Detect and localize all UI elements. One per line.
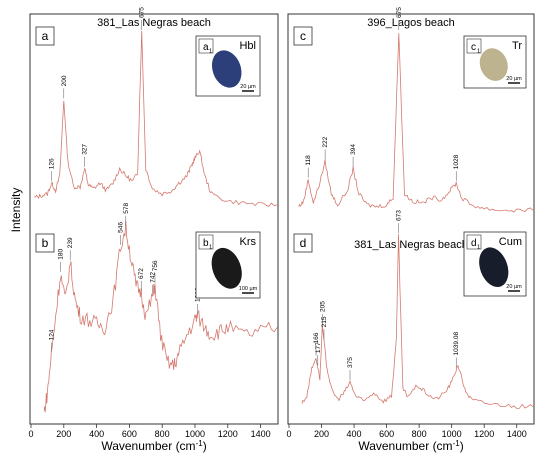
panel-d: d 381_Las Negras beach1661772052153756731…: [293, 210, 534, 409]
x-tick-label: 600: [379, 429, 394, 439]
peak-label: 180: [58, 249, 65, 260]
peak-label: 200: [61, 75, 68, 86]
inset-letter-sub: 1: [477, 49, 481, 55]
peak-label: 1028: [453, 154, 460, 169]
spectrum-line: [34, 30, 278, 207]
x-tick-label: 800: [412, 429, 427, 439]
mineral-grain-image: [211, 247, 242, 289]
x-tick-label: 400: [347, 429, 362, 439]
x-tick-label: 800: [155, 429, 170, 439]
scale-bar-label: 20 µm: [506, 76, 522, 82]
panel-letter-box: [35, 26, 55, 46]
inset-letter: b: [203, 238, 209, 249]
peak-label: 215: [321, 316, 328, 327]
inset-letter-box: [466, 38, 482, 54]
x-tick-label: 600: [122, 429, 137, 439]
peak-label: 672: [138, 268, 145, 279]
panel-title: 381_Las Negras beach: [354, 239, 468, 251]
mineral-abbrev: Krs: [240, 236, 257, 248]
inset-letter-box: [466, 234, 482, 250]
x-axis-label-left: Wavenumber (cm-1): [101, 439, 206, 453]
x-tick-label: 0: [28, 429, 33, 439]
mineral-abbrev: Cum: [499, 236, 522, 248]
x-tick-label: 1000: [442, 429, 462, 439]
x-tick-label: 200: [56, 429, 71, 439]
inset-letter-box: [198, 234, 214, 250]
panel-title: 396_Lagos beach: [367, 17, 454, 29]
inset-letter: d: [471, 238, 477, 249]
panel-title: 381_Las Negras beach: [97, 17, 211, 29]
peak-label: 673: [395, 210, 402, 221]
peak-label: 675: [139, 7, 146, 18]
peak-label: 118: [305, 155, 312, 166]
peak-label: 394: [350, 144, 357, 155]
x-tick-label: 400: [89, 429, 104, 439]
panel-b: b1241802395465786727427561016b1Krs100 µm: [35, 202, 278, 413]
mineral-grain-image: [479, 48, 508, 81]
left-panel-frame: [29, 13, 279, 425]
inset-letter-sub: 1: [209, 49, 213, 55]
x-tick-label: 1200: [474, 429, 494, 439]
y-axis-label: Intensity: [9, 188, 23, 233]
x-tick-label: 1400: [251, 429, 271, 439]
peak-label: 375: [347, 357, 354, 368]
spectrum-line: [301, 234, 534, 409]
right-panel-frame: [287, 13, 535, 425]
x-axis-label-right: Wavenumber (cm-1): [358, 439, 463, 453]
peak-label: 756: [152, 260, 159, 271]
inset-letter-sub: 1: [209, 245, 213, 251]
peak-label: 177: [315, 342, 322, 353]
x-tick-label: 1400: [507, 429, 527, 439]
mineral-abbrev: Tr: [512, 40, 522, 52]
peak-label: 166: [313, 332, 320, 343]
mineral-grain-image: [211, 50, 242, 88]
peak-label: 239: [67, 237, 74, 248]
panel-letter-box: [293, 233, 313, 253]
peak-label: 327: [82, 144, 89, 155]
panel-letter: b: [42, 236, 49, 250]
scale-bar-label: 20 µm: [506, 284, 522, 290]
panel-letter-box: [35, 233, 55, 253]
scale-bar-label: 20 µm: [240, 84, 256, 90]
panel-letter: a: [42, 29, 49, 43]
peak-label: 1039.08: [453, 332, 460, 356]
x-tick-label: 1000: [185, 429, 205, 439]
inset-letter: c: [471, 42, 476, 53]
peak-label: 124: [48, 329, 55, 340]
inset-letter-box: [198, 38, 214, 54]
peak-label: 742: [150, 272, 157, 283]
x-tick-label: 0: [286, 429, 291, 439]
scale-bar-label: 100 µm: [239, 286, 258, 292]
peak-label: 222: [322, 136, 329, 147]
mineral-abbrev: Hbl: [239, 40, 256, 52]
mineral-grain-image: [479, 247, 509, 288]
panel-letter: c: [300, 29, 306, 43]
inset-letter-sub: 1: [477, 245, 481, 251]
spectrum-line: [298, 33, 534, 213]
peak-label: 205: [319, 301, 326, 312]
peak-label: 126: [49, 158, 56, 169]
panel-letter: d: [300, 236, 307, 250]
peak-label: 675: [396, 7, 403, 18]
inset-letter: a: [203, 42, 209, 53]
x-tick-label: 1200: [218, 429, 238, 439]
panel-letter-box: [293, 26, 313, 46]
x-tick-label: 200: [314, 429, 329, 439]
peak-label: 578: [123, 202, 130, 213]
peak-label: 546: [118, 222, 125, 233]
